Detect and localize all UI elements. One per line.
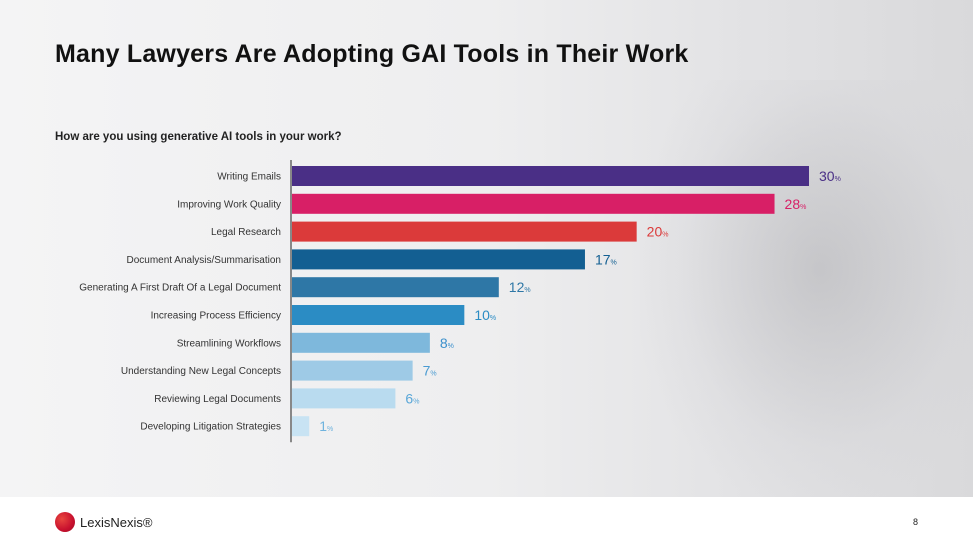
value-label: 20% [647, 224, 669, 240]
bar [292, 305, 465, 325]
bar-chart: Writing Emails 30% Improving Work Quality 2… [79, 160, 841, 443]
value-number: 20 [647, 224, 663, 240]
value-label: 7% [423, 363, 437, 379]
value-number: 6 [405, 390, 413, 406]
value-label: 1% [319, 418, 333, 434]
value-number: 30 [819, 168, 835, 184]
chart-question: How are you using generative AI tools in… [55, 131, 342, 143]
value-suffix: % [327, 426, 333, 433]
category-label: Generating A First Draft Of a Legal Docu… [79, 283, 281, 294]
bar [292, 388, 396, 409]
bar [292, 249, 585, 270]
bar [292, 416, 310, 437]
logo-text: LexisNexis® [80, 514, 153, 530]
category-label: Improving Work Quality [177, 199, 281, 210]
value-suffix: % [430, 371, 436, 378]
value-suffix: % [662, 232, 668, 239]
bar [292, 166, 809, 186]
lexisnexis-logo-icon [55, 512, 75, 532]
value-number: 10 [474, 307, 490, 323]
category-label: Document Analysis/Summarisation [126, 255, 281, 266]
value-number: 17 [595, 251, 611, 267]
value-suffix: % [413, 398, 419, 405]
bar [292, 221, 637, 242]
slide-title: Many Lawyers Are Adopting GAI Tools in T… [55, 40, 689, 68]
value-suffix: % [490, 315, 496, 322]
slide-background [0, 0, 973, 497]
value-label: 30% [819, 168, 841, 184]
value-label: 6% [405, 390, 419, 406]
category-label: Developing Litigation Strategies [140, 422, 281, 433]
category-label: Increasing Process Efficiency [151, 311, 281, 322]
value-suffix: % [800, 204, 806, 211]
value-suffix: % [835, 176, 841, 183]
category-label: Writing Emails [217, 172, 281, 183]
value-number: 12 [509, 279, 525, 295]
value-label: 8% [440, 335, 454, 351]
value-number: 28 [785, 196, 801, 212]
bar [292, 193, 775, 214]
category-label: Legal Research [211, 227, 281, 238]
lexisnexis-logo: LexisNexis® [55, 512, 152, 532]
footer: LexisNexis® 8 [0, 497, 973, 544]
bar [292, 277, 499, 298]
value-suffix: % [611, 259, 617, 266]
value-label: 17% [595, 251, 617, 267]
value-suffix: % [524, 287, 530, 294]
value-number: 8 [440, 335, 448, 351]
value-number: 1 [319, 418, 327, 434]
value-suffix: % [448, 343, 454, 350]
background-photo-lawyer [640, 80, 973, 497]
value-label: 28% [785, 196, 807, 212]
category-label: Streamlining Workflows [177, 338, 281, 349]
category-label: Understanding New Legal Concepts [121, 366, 281, 377]
bar [292, 332, 430, 353]
page-number: 8 [912, 517, 918, 527]
value-label: 10% [474, 307, 496, 323]
value-number: 7 [423, 363, 431, 379]
category-label: Reviewing Legal Documents [154, 394, 281, 405]
bar [292, 360, 413, 381]
value-label: 12% [509, 279, 531, 295]
